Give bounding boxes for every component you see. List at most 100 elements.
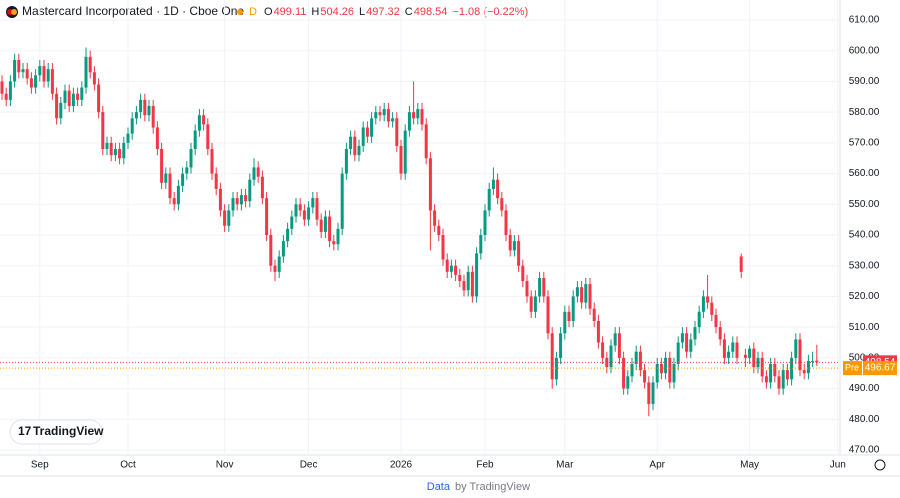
candle-body <box>571 296 575 321</box>
candle-body <box>206 124 210 149</box>
candle-body <box>281 241 285 257</box>
candle-body <box>361 127 365 146</box>
settings-icon[interactable] <box>874 459 886 471</box>
candle-body <box>483 210 487 235</box>
candle-body <box>118 149 122 159</box>
candle-body <box>101 112 105 149</box>
candle-body <box>638 351 642 371</box>
candle-body <box>437 225 441 235</box>
candle-body <box>76 93 80 100</box>
candle-body <box>731 342 735 352</box>
candle-body <box>714 314 718 328</box>
ohlc-item: H <box>311 6 319 18</box>
candle-body <box>609 345 613 368</box>
candle-body <box>244 195 248 202</box>
candle-body <box>748 348 752 358</box>
candles <box>0 47 819 417</box>
ohlc-item: L <box>359 6 365 18</box>
symbol-title[interactable]: Mastercard Incorporated · 1D · Cboe One <box>22 4 244 18</box>
ohlc-item: 499.11 <box>274 6 307 18</box>
data-status: D <box>249 6 257 18</box>
candle-body <box>235 198 239 205</box>
candle-body <box>781 370 785 389</box>
candle-body <box>8 81 12 100</box>
candle-body <box>239 195 243 205</box>
price-tag <box>863 361 897 376</box>
y-tick-label: 600.00 <box>849 45 880 56</box>
logo-mark: 17 <box>18 424 32 438</box>
candle-body <box>365 127 369 137</box>
candle-body <box>479 235 483 254</box>
candle-body <box>664 357 668 374</box>
candle-body <box>92 72 96 85</box>
candle-body <box>357 145 361 156</box>
candle-body <box>508 235 512 251</box>
candle-body <box>617 333 621 358</box>
candle-body <box>760 357 764 377</box>
candle-body <box>559 333 563 358</box>
candle-body <box>290 216 294 229</box>
candle-body <box>764 376 768 383</box>
candle-body <box>34 75 38 88</box>
candle-body <box>672 364 676 383</box>
candle-body <box>647 382 651 404</box>
candle-body <box>294 204 298 217</box>
y-tick-label: 560.00 <box>849 168 880 179</box>
candle-body <box>42 66 46 82</box>
candle-body <box>689 339 693 352</box>
y-tick-label: 520.00 <box>849 291 880 302</box>
candle-body <box>29 78 33 88</box>
candle-body <box>659 364 663 374</box>
candle-body <box>256 167 260 177</box>
candle-body <box>50 69 54 94</box>
candle-body <box>496 179 500 199</box>
candle-body <box>433 210 437 226</box>
data-link[interactable]: Data <box>427 481 451 493</box>
candle-body <box>424 124 428 159</box>
x-tick-label: Oct <box>120 460 136 471</box>
candle-body <box>756 357 760 368</box>
y-tick-label: 480.00 <box>849 414 880 425</box>
candle-body <box>542 278 546 297</box>
candle-body <box>794 339 798 358</box>
candle-body <box>580 287 584 303</box>
candle-body <box>462 281 466 291</box>
ohlc-item: 504.26 <box>320 6 354 18</box>
candle-body <box>336 228 340 245</box>
candle-body <box>785 370 789 380</box>
x-tick-label: Dec <box>300 460 318 471</box>
candle-body <box>71 93 75 106</box>
candle-body <box>269 235 273 266</box>
candle-body <box>613 333 617 346</box>
candle-body <box>546 296 550 334</box>
candle-body <box>21 69 25 73</box>
x-tick-label: Jun <box>830 460 846 471</box>
y-tick-label: 550.00 <box>849 199 880 210</box>
candle-body <box>84 56 88 88</box>
candle-body <box>273 265 277 272</box>
logo-orange <box>11 9 17 15</box>
candle-body <box>168 173 172 199</box>
candle-body <box>517 241 521 266</box>
candle-body <box>197 115 201 131</box>
candle-body <box>676 342 680 364</box>
candle-body <box>185 167 189 174</box>
ohlc-item: 497.32 <box>366 6 400 18</box>
candle-body <box>13 59 17 82</box>
candle-body <box>172 198 176 205</box>
candle-body <box>214 173 218 189</box>
candle-body <box>319 219 323 232</box>
candle-body <box>806 360 810 374</box>
candle-body <box>130 118 134 134</box>
candle-body <box>407 112 411 131</box>
candle-body <box>344 149 348 174</box>
candle-body <box>735 342 739 358</box>
logo-badge[interactable] <box>9 419 103 445</box>
candle-body <box>323 216 327 232</box>
candle-body <box>718 327 722 340</box>
x-tick-label: Nov <box>216 460 234 471</box>
y-tick-label: 490.00 <box>849 383 880 394</box>
candle-body <box>790 357 794 380</box>
candle-body <box>554 357 558 380</box>
